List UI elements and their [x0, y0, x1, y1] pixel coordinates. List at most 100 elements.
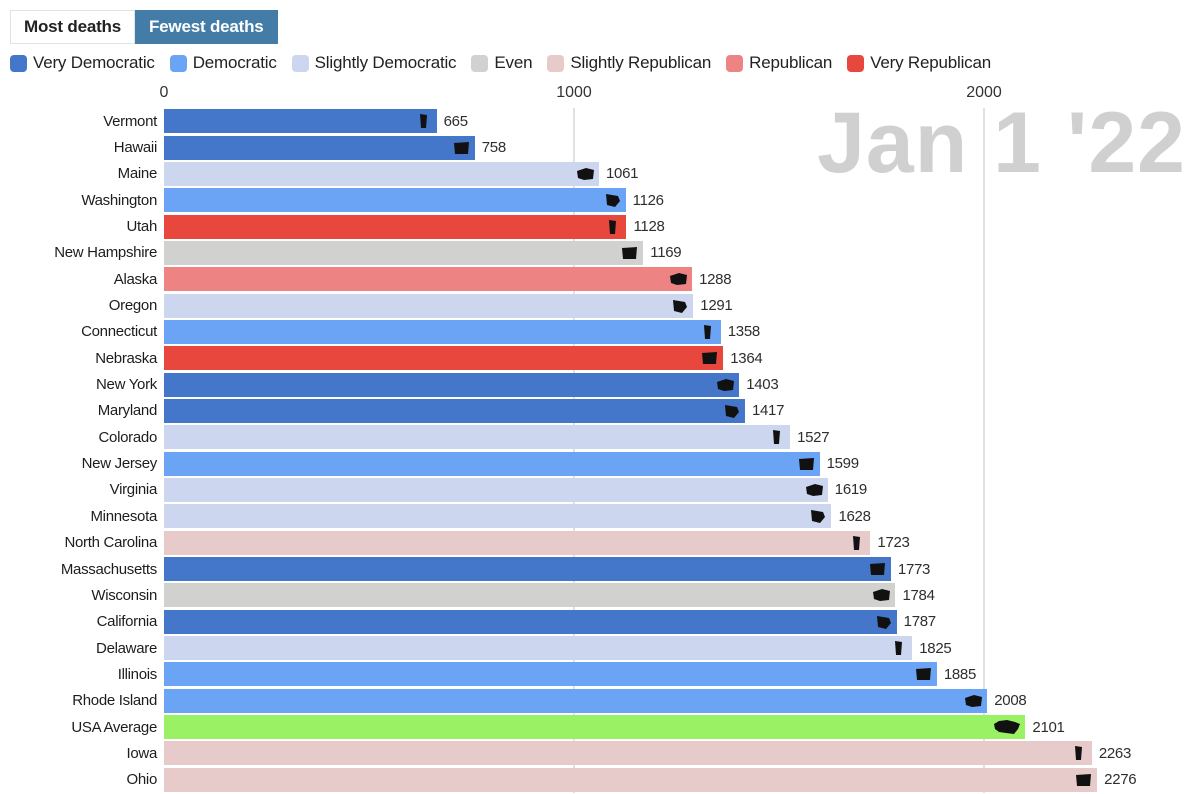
- legend-item-democratic: Democratic: [169, 53, 277, 73]
- x-axis-tick-0: 0: [159, 84, 169, 101]
- bar-row-rhode-island: Rhode Island 2008: [0, 688, 1200, 714]
- bar-row-delaware: Delaware 1825: [0, 635, 1200, 661]
- row-label-wisconsin: Wisconsin: [91, 586, 157, 604]
- bar-row-oregon: Oregon 1291: [0, 292, 1200, 318]
- value-label-virginia: 1619: [834, 481, 867, 499]
- bar-alaska: [164, 267, 693, 292]
- row-label-virginia: Virginia: [109, 481, 158, 499]
- row-label-north-carolina: North Carolina: [64, 534, 157, 552]
- bar-row-washington: Washington 1126: [0, 187, 1200, 213]
- bar-rhode-island: [164, 688, 988, 713]
- bar-new-jersey: [164, 451, 820, 476]
- bar-row-ohio: Ohio 2276: [0, 767, 1200, 793]
- bar-north-carolina: [164, 530, 871, 555]
- bar-maryland: [164, 398, 745, 423]
- usa-map-icon: [994, 720, 1021, 735]
- legend-label: Democratic: [192, 53, 277, 72]
- bar-row-illinois: Illinois 1885: [0, 661, 1200, 687]
- bar-row-connecticut: Connecticut 1358: [0, 319, 1200, 345]
- washington-state-icon: [605, 194, 620, 208]
- california-state-icon: [876, 615, 891, 629]
- value-label-colorado: 1527: [797, 428, 830, 446]
- value-label-nebraska: 1364: [730, 349, 763, 367]
- bar-row-north-carolina: North Carolina 1723: [0, 530, 1200, 556]
- value-label-washington: 1126: [632, 191, 664, 209]
- row-label-rhode-island: Rhode Island: [72, 692, 157, 710]
- legend-item-slightly-republican: Slightly Republican: [547, 53, 711, 73]
- legend-label: Slightly Democratic: [314, 53, 457, 72]
- value-label-hawaii: 758: [481, 139, 506, 157]
- legend-swatch-democratic: [169, 54, 187, 72]
- toggle-most-deaths-button[interactable]: Most deaths: [10, 10, 135, 44]
- legend-item-very-democratic: Very Democratic: [10, 53, 155, 73]
- legend-swatch-even: [471, 54, 489, 72]
- row-label-ohio: Ohio: [126, 771, 158, 789]
- bar-washington: [164, 188, 626, 213]
- legend-label: Very Democratic: [33, 53, 155, 72]
- row-label-colorado: Colorado: [98, 428, 158, 446]
- connecticut-state-icon: [703, 324, 711, 339]
- value-label-illinois: 1885: [943, 665, 977, 683]
- gridline-1000: [573, 108, 575, 793]
- bar-row-new-york: New York 1403: [0, 371, 1200, 397]
- legend-item-even: Even: [471, 53, 533, 73]
- bar-ohio: [164, 767, 1098, 792]
- rhode-island-state-icon: [965, 694, 983, 707]
- value-label-alaska: 1288: [699, 270, 732, 288]
- wisconsin-state-icon: [873, 589, 891, 602]
- bar-iowa: [164, 741, 1092, 766]
- row-label-vermont: Vermont: [103, 112, 157, 130]
- bar-row-minnesota: Minnesota 1628: [0, 503, 1200, 529]
- bar-maine: [164, 161, 599, 186]
- bar-delaware: [164, 636, 913, 661]
- virginia-state-icon: [805, 483, 823, 496]
- legend-label: Even: [494, 53, 533, 72]
- delaware-state-icon: [895, 641, 903, 656]
- bar-oregon: [164, 293, 694, 318]
- value-label-maryland: 1417: [751, 402, 785, 420]
- value-label-ohio: 2276: [1104, 771, 1137, 789]
- bar-row-nebraska: Nebraska 1364: [0, 345, 1200, 371]
- hawaii-state-icon: [453, 141, 469, 154]
- row-label-connecticut: Connecticut: [81, 323, 157, 341]
- bar-row-california: California 1787: [0, 609, 1200, 635]
- legend-label: Republican: [749, 53, 833, 72]
- row-label-massachusetts: Massachusetts: [60, 560, 157, 578]
- illinois-state-icon: [915, 668, 931, 681]
- date-watermark: Jan 1 '22: [817, 95, 1186, 191]
- colorado-state-icon: [773, 430, 781, 445]
- row-label-maryland: Maryland: [97, 402, 158, 420]
- vermont-state-icon: [419, 114, 427, 129]
- legend-swatch-republican: [726, 54, 744, 72]
- value-label-north-carolina: 1723: [877, 534, 910, 552]
- value-label-usa-average: 2101: [1032, 718, 1065, 736]
- ohio-state-icon: [1076, 773, 1092, 786]
- row-label-usa-average: USA Average: [71, 718, 157, 736]
- value-label-connecticut: 1358: [727, 323, 760, 341]
- maryland-state-icon: [724, 404, 739, 418]
- utah-state-icon: [609, 219, 617, 234]
- row-label-washington: Washington: [81, 191, 157, 209]
- bar-new-hampshire: [164, 240, 644, 265]
- row-label-iowa: Iowa: [126, 744, 158, 762]
- value-label-wisconsin: 1784: [902, 586, 935, 604]
- legend-swatch-very-republican: [847, 54, 865, 72]
- row-label-maine: Maine: [117, 165, 158, 183]
- value-label-california: 1787: [903, 613, 936, 631]
- value-label-rhode-island: 2008: [994, 692, 1027, 710]
- bar-row-alaska: Alaska 1288: [0, 266, 1200, 292]
- bar-virginia: [164, 477, 828, 502]
- row-label-nebraska: Nebraska: [95, 349, 157, 367]
- row-label-minnesota: Minnesota: [90, 507, 157, 525]
- value-label-massachusetts: 1773: [897, 560, 931, 578]
- bar-hawaii: [164, 135, 475, 160]
- row-label-hawaii: Hawaii: [113, 139, 158, 157]
- bar-connecticut: [164, 319, 721, 344]
- legend-swatch-slightly-democratic: [291, 54, 309, 72]
- toggle-fewest-deaths-button[interactable]: Fewest deaths: [134, 10, 278, 44]
- row-label-california: California: [96, 613, 158, 631]
- legend-item-very-republican: Very Republican: [847, 53, 991, 73]
- alaska-state-icon: [670, 273, 688, 286]
- row-label-new-york: New York: [96, 376, 157, 394]
